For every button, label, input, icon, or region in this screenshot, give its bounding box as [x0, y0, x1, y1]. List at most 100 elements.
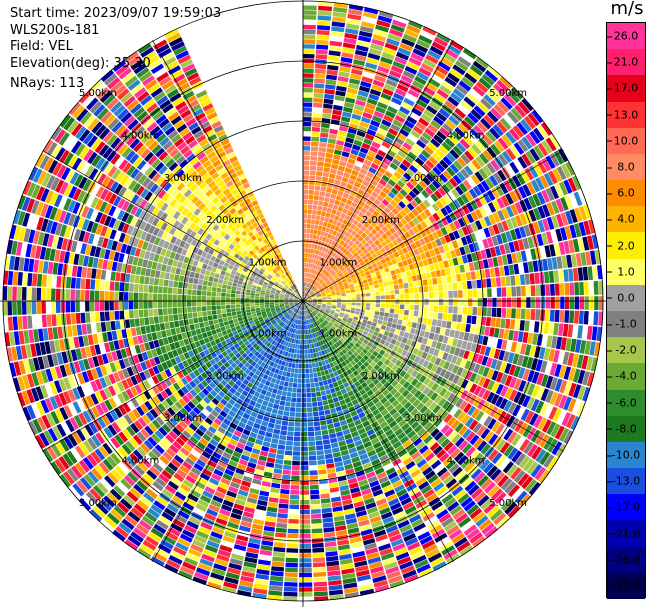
range-gate	[336, 250, 342, 256]
range-gate	[263, 333, 269, 338]
range-gate	[341, 349, 347, 355]
range-gate	[280, 489, 290, 495]
range-gate	[419, 445, 429, 455]
range-gate	[94, 448, 106, 461]
range-gate	[201, 379, 209, 388]
range-gate	[553, 270, 560, 283]
range-gate	[410, 491, 423, 501]
range-gate	[413, 103, 425, 113]
range-gate	[460, 323, 466, 332]
range-gate	[544, 245, 551, 258]
range-gate	[89, 509, 103, 522]
range-gate	[220, 456, 230, 464]
range-gate	[281, 420, 289, 426]
range-gate	[369, 393, 377, 401]
range-gate	[367, 232, 374, 239]
range-gate	[260, 344, 266, 350]
range-gate	[348, 315, 354, 319]
range-gate	[533, 127, 545, 142]
range-gate	[512, 353, 520, 365]
range-gate	[413, 495, 425, 505]
range-gate	[488, 449, 499, 461]
range-gate	[351, 377, 358, 384]
range-gate	[303, 233, 307, 238]
range-gate	[348, 206, 356, 213]
range-gate	[336, 238, 342, 244]
range-gate	[384, 256, 391, 262]
range-gate	[409, 353, 417, 361]
range-gate	[460, 496, 473, 508]
range-gate	[337, 263, 342, 268]
range-gate	[548, 348, 556, 362]
range-gate	[262, 374, 269, 380]
range-gate	[467, 68, 481, 80]
range-gate	[357, 90, 369, 98]
range-gate	[510, 86, 524, 100]
range-gate	[503, 243, 511, 254]
range-gate	[345, 331, 351, 337]
range-gate	[213, 406, 222, 414]
range-gate	[265, 406, 273, 413]
range-gate	[563, 381, 572, 396]
range-gate	[331, 252, 337, 258]
range-gate	[223, 394, 231, 402]
range-gate	[569, 224, 577, 239]
range-gate	[362, 214, 369, 221]
range-gate	[438, 284, 443, 292]
range-gate	[423, 489, 435, 499]
range-gate	[303, 155, 310, 161]
range-gate	[445, 267, 451, 276]
range-gate	[359, 351, 366, 358]
range-gate	[235, 425, 244, 433]
range-gate	[427, 424, 437, 434]
range-gate	[154, 430, 165, 440]
range-gate	[306, 304, 309, 309]
range-gate	[340, 212, 346, 219]
range-gate	[552, 168, 563, 183]
range-gate	[303, 243, 306, 248]
range-gate	[497, 410, 507, 423]
range-gate	[314, 591, 328, 597]
range-gate	[194, 571, 209, 581]
range-gate	[383, 400, 391, 408]
range-gate	[346, 304, 351, 308]
range-gate	[312, 542, 324, 548]
range-gate	[354, 342, 361, 348]
range-gate	[387, 191, 396, 199]
range-gate	[316, 255, 320, 261]
velocity-field	[2, 0, 604, 602]
range-gate	[211, 397, 220, 406]
range-gate	[365, 289, 370, 294]
range-gate	[323, 326, 328, 332]
range-gate	[340, 267, 346, 272]
range-gate	[277, 354, 282, 360]
range-gate	[312, 552, 325, 558]
range-gate	[417, 260, 424, 268]
range-gate	[296, 397, 302, 403]
range-gate	[403, 97, 415, 107]
range-gate	[519, 320, 525, 331]
range-gate	[289, 322, 293, 327]
range-gate	[543, 348, 551, 361]
range-gate	[320, 323, 325, 328]
range-gate	[379, 287, 385, 292]
range-gate	[354, 285, 360, 289]
range-gate	[320, 291, 325, 294]
range-gate	[226, 391, 234, 398]
range-gate	[303, 165, 310, 171]
range-gate	[355, 193, 363, 200]
range-gate	[273, 347, 279, 353]
range-gate	[379, 454, 389, 463]
range-gate	[285, 401, 291, 407]
range-gate	[236, 409, 245, 417]
range-gate	[480, 443, 491, 455]
range-gate	[311, 219, 316, 225]
range-gate	[181, 377, 189, 386]
range-gate	[341, 377, 347, 384]
range-gate	[315, 308, 320, 312]
range-gate	[469, 383, 478, 394]
range-gate	[416, 350, 424, 358]
range-gate	[510, 216, 519, 229]
range-gate	[429, 442, 440, 452]
range-gate	[406, 61, 420, 71]
